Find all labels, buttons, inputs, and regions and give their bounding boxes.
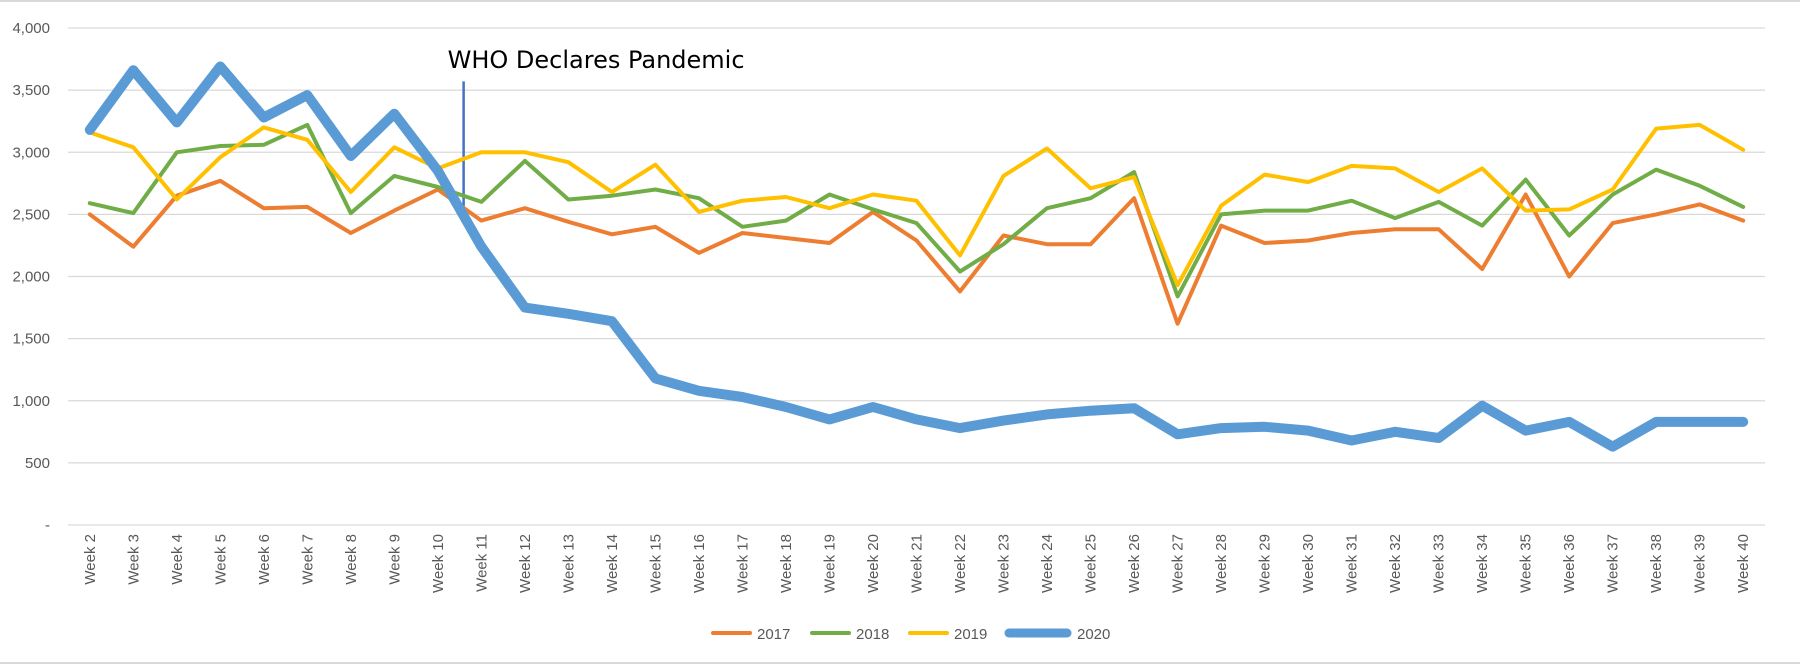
y-tick-label: 500: [25, 455, 50, 472]
x-tick-label: Week 14: [604, 534, 621, 593]
legend-label-2017: 2017: [757, 626, 790, 643]
x-tick-label: Week 19: [821, 534, 838, 593]
y-axis-ticks: - 500 1,000 1,500 2,000 2,500 3,000 3,500 4,000: [12, 20, 50, 534]
x-tick-label: Week 2: [82, 534, 99, 585]
series-line-2018: [87, 122, 1746, 299]
x-tick-label: Week 4: [169, 534, 186, 585]
x-tick-label: Week 28: [1213, 534, 1230, 593]
x-tick-label: Week 16: [691, 534, 708, 593]
x-tick-label: Week 39: [1692, 534, 1709, 593]
legend-label-2020: 2020: [1077, 626, 1110, 643]
legend: 2017 2018 2019 2020: [711, 626, 1110, 643]
y-tick-label: 2,500: [12, 206, 50, 223]
x-tick-label: Week 24: [1039, 534, 1056, 593]
x-tick-label: Week 11: [473, 534, 490, 592]
x-tick-label: Week 5: [212, 534, 229, 585]
y-tick-label: 3,500: [12, 82, 50, 99]
x-tick-label: Week 9: [386, 534, 403, 585]
x-axis-ticks: Week 2 Week 3 Week 4 Week 5 Week 6 Week 7 Week…: [82, 534, 1752, 593]
x-tick-label: Week 8: [343, 534, 360, 585]
x-tick-label: Week 13: [560, 534, 577, 593]
x-tick-label: Week 17: [734, 534, 751, 593]
y-tick-label: 1,500: [12, 331, 50, 348]
annotation-layer: WHO Declares Pandemic: [448, 46, 745, 221]
y-tick-label: 4,000: [12, 20, 50, 37]
legend-label-2018: 2018: [856, 626, 889, 643]
x-tick-label: Week 37: [1605, 534, 1622, 593]
x-tick-label: Week 21: [909, 534, 926, 593]
gridlines: [68, 27, 1765, 526]
x-tick-label: Week 27: [1170, 534, 1187, 593]
legend-label-2019: 2019: [954, 626, 987, 643]
x-tick-label: Week 40: [1735, 534, 1752, 593]
x-tick-label: Week 20: [865, 534, 882, 593]
series-line-2017: [87, 178, 1746, 326]
x-tick-label: Week 36: [1561, 534, 1578, 593]
series-lines: [84, 61, 1749, 452]
x-tick-label: Week 3: [125, 534, 142, 585]
y-tick-label: 1,000: [12, 393, 50, 410]
y-tick-label: -: [45, 517, 50, 534]
x-tick-label: Week 29: [1257, 534, 1274, 593]
x-tick-label: Week 6: [256, 534, 273, 585]
series-line-2020: [84, 61, 1749, 452]
x-tick-label: Week 35: [1518, 534, 1535, 593]
x-tick-label: Week 15: [647, 534, 664, 593]
y-tick-label: 2,000: [12, 269, 50, 286]
annotation-who-declares-pandemic: WHO Declares Pandemic: [448, 46, 745, 74]
x-tick-label: Week 25: [1083, 534, 1100, 593]
x-tick-label: Week 31: [1344, 534, 1361, 593]
x-tick-label: Week 22: [952, 534, 969, 593]
x-tick-label: Week 26: [1126, 534, 1143, 593]
x-tick-label: Week 34: [1474, 534, 1491, 593]
y-tick-label: 3,000: [12, 144, 50, 161]
x-tick-label: Week 18: [778, 534, 795, 593]
x-tick-label: Week 23: [996, 534, 1013, 593]
x-tick-label: Week 12: [517, 534, 534, 593]
x-tick-label: Week 32: [1387, 534, 1404, 593]
x-tick-label: Week 30: [1300, 534, 1317, 593]
x-tick-label: Week 10: [430, 534, 447, 593]
x-tick-label: Week 7: [299, 534, 316, 585]
x-tick-label: Week 33: [1431, 534, 1448, 593]
series-line-2019: [87, 122, 1746, 288]
x-tick-label: Week 38: [1648, 534, 1665, 593]
